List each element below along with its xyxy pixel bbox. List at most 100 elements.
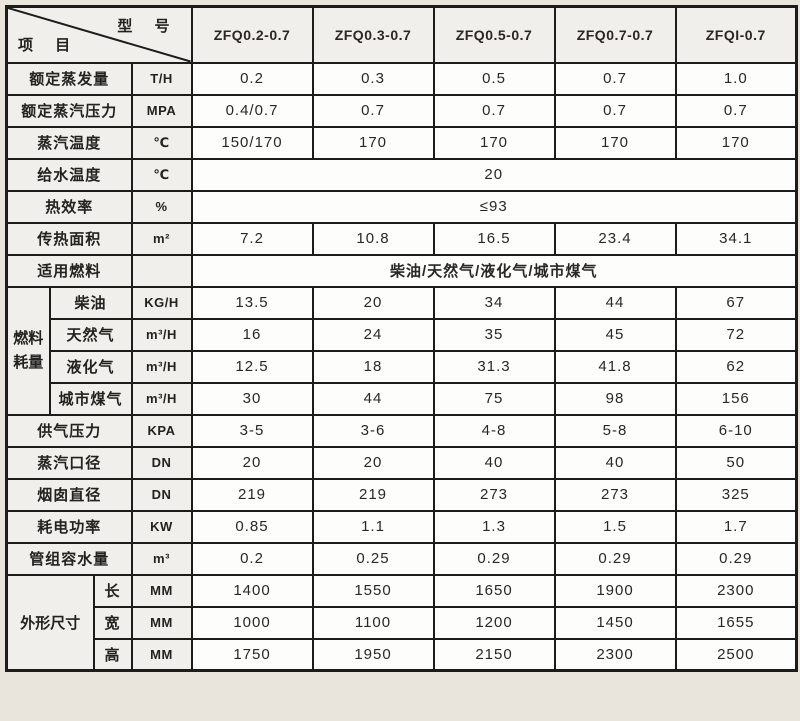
row-label: 长 xyxy=(92,573,133,608)
value-cell: 0.29 xyxy=(674,541,798,576)
value-cell: 2300 xyxy=(674,573,798,608)
value-cell: 18 xyxy=(311,349,435,384)
value-cell: 2500 xyxy=(674,637,798,672)
row-label: 柴油 xyxy=(48,285,133,320)
value-cell: 44 xyxy=(311,381,435,416)
value-cell: 156 xyxy=(674,381,798,416)
row-label: 管组容水量 xyxy=(5,541,133,576)
table-row: 给水温度 ℃ 20 xyxy=(5,157,798,192)
value-cell: 16.5 xyxy=(432,221,556,256)
value-cell: 30 xyxy=(190,381,314,416)
unit-cell: KPA xyxy=(130,413,193,448)
value-cell: 0.7 xyxy=(674,93,798,128)
unit-cell: m³/H xyxy=(130,381,193,416)
value-cell: 0.85 xyxy=(190,509,314,544)
row-label: 耗电功率 xyxy=(5,509,133,544)
table-row: 管组容水量 m³ 0.2 0.25 0.29 0.29 0.29 xyxy=(5,541,798,576)
value-cell: 273 xyxy=(432,477,556,512)
unit-cell: DN xyxy=(130,477,193,512)
model-column-header: ZFQ0.3-0.7 xyxy=(311,5,435,64)
value-cell: 2300 xyxy=(553,637,677,672)
value-cell: 0.3 xyxy=(311,61,435,96)
merged-value-cell: 柴油/天然气/液化气/城市煤气 xyxy=(190,253,798,288)
unit-cell: MM xyxy=(130,637,193,672)
unit-cell: MPA xyxy=(130,93,193,128)
value-cell: 150/170 xyxy=(190,125,314,160)
value-cell: 1.0 xyxy=(674,61,798,96)
table-row: 天然气 m³/H 16 24 35 45 72 xyxy=(7,317,798,352)
unit-cell: MM xyxy=(130,605,193,640)
value-cell: 40 xyxy=(432,445,556,480)
value-cell: 6-10 xyxy=(674,413,798,448)
model-column-header: ZFQ0.5-0.7 xyxy=(432,5,556,64)
unit-cell: DN xyxy=(130,445,193,480)
value-cell: 1.5 xyxy=(553,509,677,544)
row-label: 烟囱直径 xyxy=(5,477,133,512)
value-cell: 62 xyxy=(674,349,798,384)
value-cell: 35 xyxy=(432,317,556,352)
value-cell: 50 xyxy=(674,445,798,480)
table-row: 额定蒸汽压力 MPA 0.4/0.7 0.7 0.7 0.7 0.7 xyxy=(5,93,798,128)
unit-cell: T/H xyxy=(130,61,193,96)
corner-model-label: 型 号 xyxy=(117,18,179,35)
value-cell: 0.4/0.7 xyxy=(190,93,314,128)
table-row: 外形尺寸长 MM 1400 1550 1650 1900 2300 xyxy=(5,573,798,672)
value-cell: 170 xyxy=(674,125,798,160)
unit-cell: % xyxy=(130,189,193,224)
value-cell: 0.7 xyxy=(311,93,435,128)
table-row: 高 MM 1750 1950 2150 2300 2500 xyxy=(7,637,798,672)
row-label: 给水温度 xyxy=(5,157,133,192)
value-cell: 3-6 xyxy=(311,413,435,448)
value-cell: 1950 xyxy=(311,637,435,672)
value-cell: 16 xyxy=(190,317,314,352)
value-cell: 40 xyxy=(553,445,677,480)
value-cell: 1200 xyxy=(432,605,556,640)
value-cell: 170 xyxy=(553,125,677,160)
unit-cell xyxy=(130,253,193,288)
table-row: 城市煤气 m³/H 30 44 75 98 156 xyxy=(7,381,798,416)
value-cell: 1650 xyxy=(432,573,556,608)
value-cell: 44 xyxy=(553,285,677,320)
row-label: 额定蒸发量 xyxy=(5,61,133,96)
value-cell: 45 xyxy=(553,317,677,352)
value-cell: 170 xyxy=(311,125,435,160)
unit-cell: KG/H xyxy=(130,285,193,320)
diagonal-header-cell: 型 号 项 目 xyxy=(5,5,193,64)
unit-cell: ℃ xyxy=(130,125,193,160)
value-cell: 10.8 xyxy=(311,221,435,256)
value-cell: 75 xyxy=(432,381,556,416)
value-cell: 219 xyxy=(311,477,435,512)
value-cell: 12.5 xyxy=(190,349,314,384)
value-cell: 20 xyxy=(311,445,435,480)
value-cell: 13.5 xyxy=(190,285,314,320)
spec-table: 型 号 项 目 ZFQ0.2-0.7 ZFQ0.3-0.7 ZFQ0.5-0.7… xyxy=(5,5,798,672)
value-cell: 0.7 xyxy=(553,93,677,128)
table-row: 蒸汽温度 ℃ 150/170 170 170 170 170 xyxy=(5,125,798,160)
value-cell: 1.3 xyxy=(432,509,556,544)
value-cell: 0.7 xyxy=(432,93,556,128)
row-label: 高 xyxy=(92,637,133,672)
value-cell: 34.1 xyxy=(674,221,798,256)
value-cell: 1400 xyxy=(190,573,314,608)
table-row: 热效率% ≤93 xyxy=(5,189,798,224)
row-label: 供气压力 xyxy=(5,413,133,448)
table-row: 传热面积 m² 7.2 10.8 16.5 23.4 34.1 xyxy=(5,221,798,256)
row-label: 液化气 xyxy=(48,349,133,384)
value-cell: 41.8 xyxy=(553,349,677,384)
value-cell: 0.2 xyxy=(190,61,314,96)
row-label: 天然气 xyxy=(48,317,133,352)
corner-item-label: 项 目 xyxy=(18,36,80,54)
table-row: 宽 MM 1000 1100 1200 1450 1655 xyxy=(7,605,798,640)
row-label: 蒸汽温度 xyxy=(5,125,133,160)
value-cell: 170 xyxy=(432,125,556,160)
row-label: 蒸汽口径 xyxy=(5,445,133,480)
value-cell: 1550 xyxy=(311,573,435,608)
row-label: 宽 xyxy=(92,605,133,640)
table-row: 蒸汽口径 DN 20 20 40 40 50 xyxy=(5,445,798,480)
value-cell: 31.3 xyxy=(432,349,556,384)
row-label: 城市煤气 xyxy=(48,381,133,416)
value-cell: 1.7 xyxy=(674,509,798,544)
unit-cell: m² xyxy=(130,221,193,256)
table-row: 燃料耗量 柴油 KG/H 13.5 20 34 44 67 xyxy=(5,285,798,416)
value-cell: 5-8 xyxy=(553,413,677,448)
